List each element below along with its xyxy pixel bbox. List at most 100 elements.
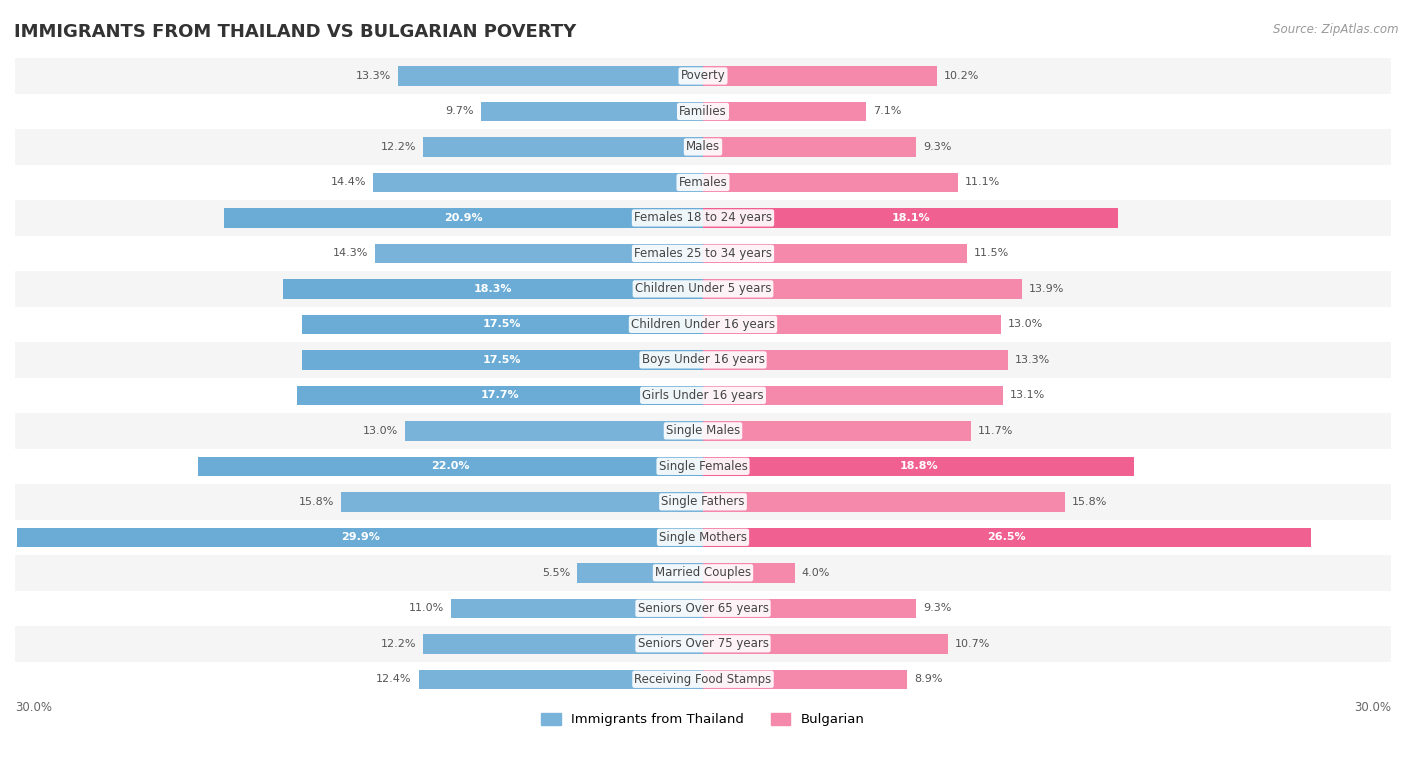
Bar [15, 590, 1391, 626]
Text: 11.1%: 11.1% [965, 177, 1000, 187]
Text: Single Males: Single Males [666, 424, 740, 437]
Text: Single Females: Single Females [658, 460, 748, 473]
Text: Source: ZipAtlas.com: Source: ZipAtlas.com [1274, 23, 1399, 36]
Text: 5.5%: 5.5% [541, 568, 569, 578]
Bar [423, 634, 703, 653]
Text: Receiving Food Stamps: Receiving Food Stamps [634, 673, 772, 686]
Bar [302, 315, 703, 334]
Text: 12.2%: 12.2% [381, 639, 416, 649]
Text: 9.3%: 9.3% [924, 142, 952, 152]
Text: 22.0%: 22.0% [432, 462, 470, 471]
Text: IMMIGRANTS FROM THAILAND VS BULGARIAN POVERTY: IMMIGRANTS FROM THAILAND VS BULGARIAN PO… [14, 23, 576, 41]
Bar [297, 386, 703, 405]
Text: Families: Families [679, 105, 727, 118]
Bar [703, 528, 1310, 547]
Bar [703, 137, 917, 157]
Bar [703, 208, 1118, 227]
Bar [451, 599, 703, 618]
Bar [703, 563, 794, 583]
Text: Girls Under 16 years: Girls Under 16 years [643, 389, 763, 402]
Text: Males: Males [686, 140, 720, 153]
Bar [15, 58, 1391, 94]
Bar [15, 626, 1391, 662]
Bar [703, 66, 936, 86]
Text: 14.3%: 14.3% [333, 249, 368, 258]
Text: 17.5%: 17.5% [484, 319, 522, 330]
Bar [423, 137, 703, 157]
Text: 10.7%: 10.7% [955, 639, 991, 649]
Bar [703, 102, 866, 121]
Legend: Immigrants from Thailand, Bulgarian: Immigrants from Thailand, Bulgarian [536, 707, 870, 731]
Text: 13.3%: 13.3% [356, 71, 391, 81]
Text: 20.9%: 20.9% [444, 213, 482, 223]
Bar [703, 456, 1135, 476]
Text: 11.7%: 11.7% [979, 426, 1014, 436]
Text: Children Under 5 years: Children Under 5 years [634, 283, 772, 296]
Bar [576, 563, 703, 583]
Bar [15, 413, 1391, 449]
Text: Females: Females [679, 176, 727, 189]
Text: 9.3%: 9.3% [924, 603, 952, 613]
Text: Single Fathers: Single Fathers [661, 495, 745, 509]
Text: 13.0%: 13.0% [363, 426, 398, 436]
Bar [405, 421, 703, 440]
Text: 11.0%: 11.0% [409, 603, 444, 613]
Text: 29.9%: 29.9% [340, 532, 380, 542]
Bar [703, 386, 1004, 405]
Bar [398, 66, 703, 86]
Text: Children Under 16 years: Children Under 16 years [631, 318, 775, 331]
Text: Females 25 to 34 years: Females 25 to 34 years [634, 247, 772, 260]
Text: 17.7%: 17.7% [481, 390, 519, 400]
Text: 7.1%: 7.1% [873, 106, 901, 117]
Text: 12.2%: 12.2% [381, 142, 416, 152]
Bar [703, 492, 1066, 512]
Bar [15, 307, 1391, 342]
Bar [703, 173, 957, 193]
Bar [302, 350, 703, 370]
Bar [419, 669, 703, 689]
Text: 12.4%: 12.4% [377, 675, 412, 684]
Bar [15, 519, 1391, 555]
Text: 9.7%: 9.7% [446, 106, 474, 117]
Bar [198, 456, 703, 476]
Text: 15.8%: 15.8% [298, 496, 333, 507]
Bar [703, 243, 967, 263]
Bar [15, 164, 1391, 200]
Text: 17.5%: 17.5% [484, 355, 522, 365]
Bar [17, 528, 703, 547]
Bar [481, 102, 703, 121]
Bar [15, 377, 1391, 413]
Bar [224, 208, 703, 227]
Text: 15.8%: 15.8% [1073, 496, 1108, 507]
Text: 13.9%: 13.9% [1029, 284, 1064, 294]
Bar [340, 492, 703, 512]
Bar [15, 449, 1391, 484]
Bar [15, 555, 1391, 590]
Bar [703, 350, 1008, 370]
Text: 18.8%: 18.8% [900, 462, 938, 471]
Text: 30.0%: 30.0% [1354, 701, 1391, 714]
Bar [703, 421, 972, 440]
Text: 10.2%: 10.2% [943, 71, 979, 81]
Bar [15, 94, 1391, 129]
Text: Poverty: Poverty [681, 70, 725, 83]
Bar [703, 634, 949, 653]
Text: 13.1%: 13.1% [1011, 390, 1046, 400]
Text: Married Couples: Married Couples [655, 566, 751, 579]
Text: Seniors Over 65 years: Seniors Over 65 years [637, 602, 769, 615]
Bar [375, 243, 703, 263]
Bar [15, 342, 1391, 377]
Text: 18.3%: 18.3% [474, 284, 512, 294]
Bar [284, 279, 703, 299]
Bar [15, 200, 1391, 236]
Bar [15, 129, 1391, 164]
Bar [15, 662, 1391, 697]
Text: 13.0%: 13.0% [1008, 319, 1043, 330]
Bar [703, 669, 907, 689]
Text: Boys Under 16 years: Boys Under 16 years [641, 353, 765, 366]
Bar [703, 315, 1001, 334]
Bar [703, 279, 1022, 299]
Bar [15, 236, 1391, 271]
Text: 14.4%: 14.4% [330, 177, 366, 187]
Text: 4.0%: 4.0% [801, 568, 830, 578]
